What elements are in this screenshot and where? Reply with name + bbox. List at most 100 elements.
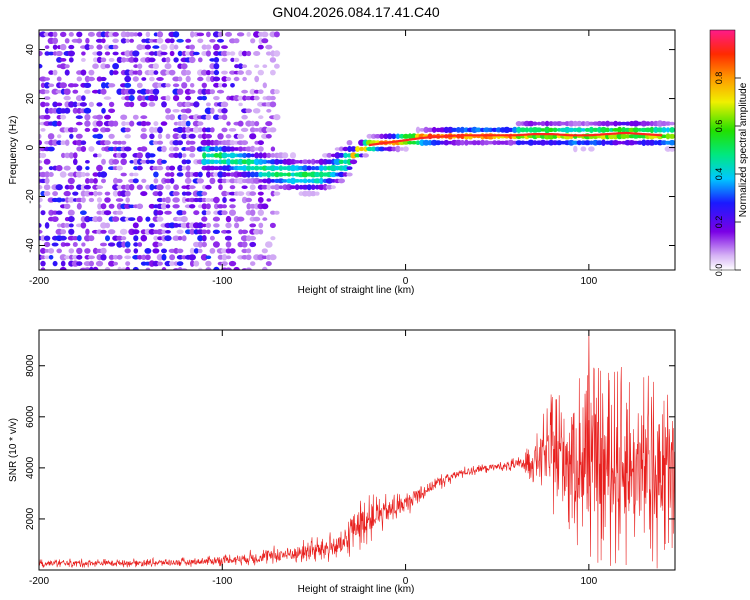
spectrogram-cell — [188, 133, 196, 139]
spectrogram-cell — [108, 57, 115, 62]
spectrogram-cell — [121, 236, 127, 241]
spectrogram-cell — [270, 236, 276, 241]
spectrogram-cell — [141, 178, 147, 183]
spectrogram-cell — [123, 146, 132, 152]
spectrogram-cell — [226, 158, 231, 166]
spectrogram-cell — [286, 172, 292, 177]
spectrogram-cell — [152, 88, 160, 95]
spectrogram-cell — [201, 191, 208, 196]
snr-series-line — [39, 330, 675, 569]
spectrogram-cell — [185, 75, 191, 83]
spectrogram-cell — [56, 197, 63, 203]
spectrogram-cell — [161, 57, 167, 63]
spectrogram-cell — [168, 222, 176, 229]
spectrogram-cell — [552, 127, 558, 133]
spectrogram-cell — [63, 242, 71, 247]
spectrogram-cell — [48, 209, 54, 216]
spectrogram-cell — [124, 184, 131, 191]
spectrogram-cell — [83, 107, 92, 114]
spectrogram-cell — [85, 178, 90, 184]
spectrogram-cell — [346, 166, 353, 171]
spectrogram-cell — [262, 82, 267, 89]
spectrogram-cell — [48, 172, 54, 177]
spectrogram-cell — [556, 140, 563, 146]
spectrogram-cell — [152, 45, 160, 49]
spectrogram-cell — [95, 260, 104, 267]
spectrogram-cell — [221, 171, 228, 178]
spectrogram-cell — [43, 235, 51, 241]
spectrogram-cell — [60, 260, 66, 267]
spectrogram-cell — [173, 184, 180, 191]
spectrogram-cell — [241, 114, 248, 120]
spectrogram-cell — [257, 69, 264, 76]
spectrogram-cell — [40, 260, 46, 267]
spectrogram-cell — [148, 69, 156, 76]
spectrogram-cell — [55, 210, 63, 215]
spectrogram-cell — [222, 197, 227, 203]
spectrogram-cell — [64, 139, 70, 146]
spectrogram-cell — [258, 115, 264, 120]
spectrogram-cell — [273, 114, 281, 121]
spectrogram-cell — [229, 185, 236, 190]
spectrogram-cell — [193, 241, 200, 248]
spectrogram-cell — [258, 222, 264, 229]
spectrogram-cell — [213, 96, 220, 101]
spectrogram-cell — [52, 44, 58, 50]
spectrogram-cell — [84, 127, 91, 132]
spectrogram-cell — [314, 191, 320, 196]
spectrogram-cell — [266, 108, 272, 113]
spectrogram-cell — [108, 44, 115, 50]
spectrogram-cell — [460, 139, 465, 146]
spectrogram-cell — [205, 153, 212, 158]
spectrogram-cell — [68, 152, 74, 159]
spectrogram-cell — [156, 158, 164, 165]
spectrogram-cell — [121, 140, 127, 145]
x-tick-label: -200 — [29, 276, 49, 287]
spectrogram-cell — [209, 235, 215, 241]
spectrogram-cell — [329, 171, 338, 178]
spectrogram-cell — [270, 146, 276, 152]
spectrogram-cell — [282, 172, 288, 177]
spectrogram-cell — [160, 44, 168, 51]
spectrogram-cell — [293, 179, 301, 183]
spectrogram-cell — [64, 223, 71, 228]
spectrogram-cell — [48, 83, 55, 88]
spectrogram-cell — [535, 127, 543, 133]
spectrogram-cell — [238, 63, 244, 70]
spectrogram-cell — [67, 127, 75, 133]
spectrogram-cell — [342, 146, 349, 152]
spectrogram-cell — [289, 159, 297, 165]
spectrogram-cell — [649, 126, 655, 134]
spectrogram-cell — [59, 43, 67, 51]
spectrogram-cell — [64, 152, 70, 159]
spectrogram-cell — [302, 178, 308, 184]
spectrogram-cell — [176, 172, 184, 177]
spectrogram-cell — [39, 152, 47, 159]
spectrogram-cell — [213, 82, 220, 88]
spectrogram-cell — [39, 165, 43, 171]
spectrogram-cell — [354, 153, 361, 158]
spectrogram-cell — [266, 178, 272, 184]
spectrogram-cell — [89, 266, 94, 270]
spectrogram-cell — [145, 267, 151, 270]
spectrogram-cell — [116, 165, 123, 171]
spectrogram-cell — [225, 134, 232, 139]
spectrogram-cell — [201, 51, 208, 56]
spectrogram-cell — [596, 120, 603, 127]
spectrogram-cell — [116, 185, 123, 190]
spectrogram-cell — [104, 63, 111, 69]
spectrogram-cell — [92, 127, 99, 133]
spectrogram-cell — [285, 184, 293, 191]
spectrogram-cell — [274, 89, 280, 95]
spectrogram-cell — [87, 255, 95, 260]
spectrogram-cell — [153, 121, 159, 127]
spectrogram-cell — [145, 121, 151, 126]
spectrogram-cell — [121, 121, 127, 127]
spectrogram-cell — [236, 133, 245, 139]
spectrogram-cell — [172, 109, 180, 113]
spectrogram-cell — [157, 133, 163, 140]
spectrogram-cell — [632, 133, 639, 139]
spectrogram-cell — [213, 57, 220, 63]
spectrogram-cell — [100, 242, 107, 247]
spectrogram-cell — [217, 38, 224, 43]
